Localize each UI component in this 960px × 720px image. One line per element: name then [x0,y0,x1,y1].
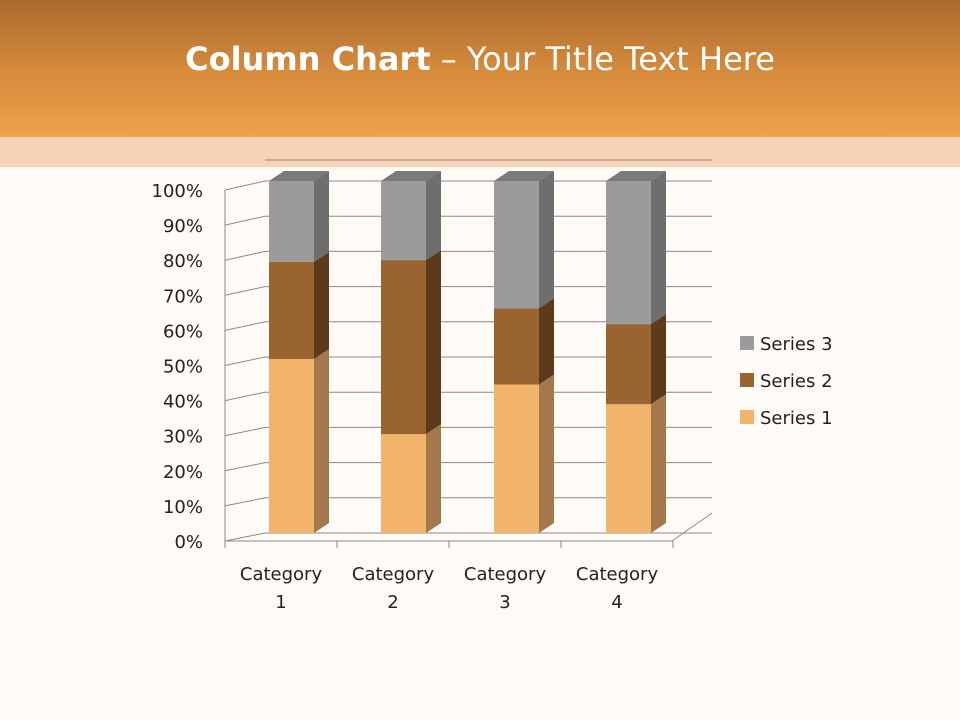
side-gridline [224,286,266,296]
x-tick-label: 1 [275,592,286,613]
bar-segment [381,181,426,261]
bar-side-3 [651,171,666,325]
x-tick-label: 3 [499,592,510,613]
y-tick-label: 90% [163,216,203,237]
side-gridline [224,180,266,191]
side-gridline [224,250,266,261]
title-rest: – Your Title Text Here [430,40,775,78]
bar-side-1 [539,374,554,533]
side-gridline [224,391,266,402]
bar-side-2 [314,251,329,360]
side-gridline [224,321,266,331]
bar-side-1 [314,349,329,533]
side-gridline [224,215,266,226]
y-tick-label: 30% [163,427,203,448]
bar-segment [606,404,651,533]
y-tick-label: 40% [163,392,203,413]
header-band [0,137,960,167]
y-tick-label: 0% [174,532,203,553]
bar-top [606,171,666,181]
bar-side-1 [426,424,441,533]
bar-top [494,171,554,181]
y-tick-label: 60% [163,321,203,342]
bar-segment [494,181,539,309]
bar-side-3 [539,171,554,309]
bar-segment [606,324,651,405]
slide-title: Column Chart – Your Title Text Here [0,40,960,78]
legend-label: Series 2 [760,371,833,392]
bar-side-3 [426,171,441,261]
bar-segment [494,384,539,533]
bar-side-3 [314,171,329,262]
bar-top [269,171,329,181]
x-tick-label: Category [240,564,323,585]
bar-segment [381,434,426,533]
bar-side-2 [651,314,666,405]
legend-swatch [740,410,754,424]
legend-label: Series 1 [760,408,833,429]
bar-segment [269,261,314,360]
y-tick-label: 10% [163,497,203,518]
bar-segment [269,181,314,262]
bar-segment [494,308,539,385]
bar-segment [381,260,426,435]
y-tick-label: 20% [163,462,203,483]
bar-side-2 [426,250,441,435]
x-tick-label: Category [576,564,659,585]
bar-side-2 [539,298,554,385]
legend-label: Series 3 [760,334,833,355]
y-tick-label: 70% [163,286,203,307]
bar-top [381,171,441,181]
title-banner [0,0,960,137]
side-gridline [224,497,266,507]
x-tick-label: 2 [387,592,398,613]
bar-segment [606,181,651,325]
side-gridline [224,356,266,366]
y-tick-label: 100% [152,181,203,202]
y-tick-label: 80% [163,251,203,272]
y-tick-label: 50% [163,357,203,378]
side-gridline [224,426,266,437]
bar-segment [269,359,314,533]
x-tick-label: Category [464,564,547,585]
title-bold: Column Chart [185,40,431,78]
floor-edge [671,512,713,542]
bar-side-1 [651,394,666,533]
side-gridline [224,532,266,542]
legend-swatch [740,373,754,387]
x-tick-label: Category [352,564,435,585]
side-gridline [224,462,266,472]
legend-swatch [740,336,754,350]
x-tick-label: 4 [611,592,622,613]
